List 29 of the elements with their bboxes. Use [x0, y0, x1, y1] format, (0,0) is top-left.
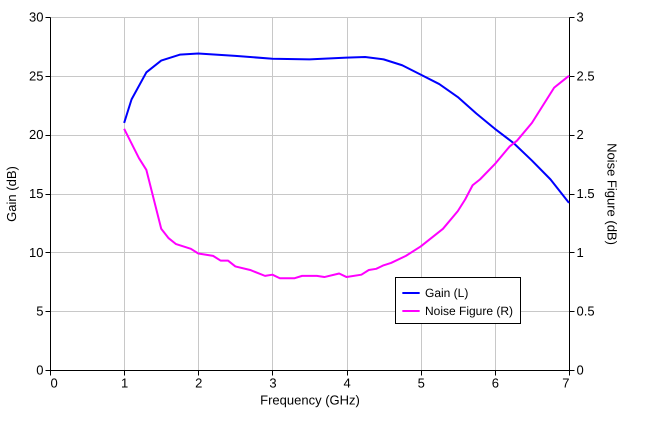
x-tick-label: 3 [269, 376, 277, 390]
line-series [123, 74, 570, 280]
x-tick-label: 2 [195, 376, 202, 390]
x-tick-label: 0 [50, 376, 58, 390]
y2-tick-label: 0.5 [576, 304, 595, 319]
y2-tick-label: 2.5 [576, 68, 595, 84]
legend-label: Noise Figure (R) [425, 304, 514, 318]
legend-label: Gain (L) [425, 286, 468, 300]
y-tick-label: 20 [29, 127, 44, 142]
y-tick-label: 15 [29, 186, 44, 201]
y2-tick-label: 3 [576, 10, 584, 24]
y-tick-label: 0 [36, 362, 44, 378]
y2-axis-title: Noise Figure (dB) [604, 143, 620, 245]
y-tick-label: 30 [29, 10, 44, 24]
line-series [123, 52, 570, 204]
x-axis-title: Frequency (GHz) [260, 392, 360, 408]
y2-tick-label: 1 [576, 244, 584, 260]
y2-tick-label: 2 [576, 127, 584, 142]
y2-tick-label: 0 [576, 362, 584, 378]
y-tick-label: 10 [29, 244, 44, 260]
x-tick-label: 7 [562, 376, 570, 390]
y-tick-label: 5 [36, 304, 44, 319]
x-tick-label: 4 [343, 376, 351, 390]
y-axis-title: Gain (dB) [4, 166, 20, 222]
x-tick-label: 1 [121, 376, 128, 390]
y-tick-label: 25 [29, 68, 44, 84]
x-tick-label: 6 [492, 376, 499, 390]
x-tick-label: 5 [418, 376, 425, 390]
y2-tick-label: 1.5 [576, 186, 595, 201]
